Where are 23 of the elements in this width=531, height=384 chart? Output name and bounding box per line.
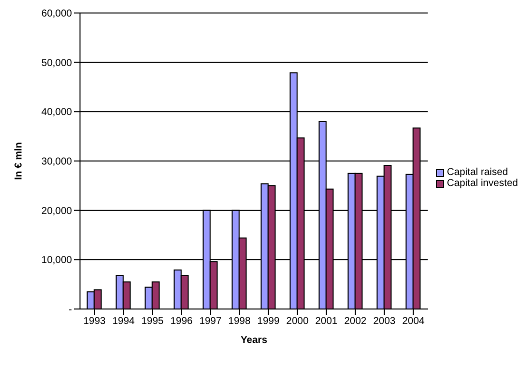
y-tick-label: 40,000 [41, 107, 72, 118]
y-tick-label: 10,000 [41, 255, 72, 266]
x-tick-label: 1995 [141, 316, 164, 328]
y-tick-label: 50,000 [41, 58, 72, 69]
y-tick-label: - [68, 304, 72, 316]
x-tick-label: 1998 [228, 316, 251, 328]
y-tick-label: 30,000 [41, 156, 72, 168]
x-tick-label: 1999 [257, 316, 280, 328]
x-axis-title: Years [240, 335, 268, 346]
legend-label: Capital raised [446, 167, 508, 178]
x-tick-label: 1994 [112, 316, 136, 328]
x-tick-label: 1993 [83, 316, 106, 328]
x-tick-label: 2001 [315, 316, 338, 328]
x-tick-label: 2000 [286, 316, 309, 328]
x-tick-label: 2003 [373, 316, 396, 328]
x-tick-label: 2002 [344, 316, 367, 328]
legend-label: Capital invested [446, 178, 518, 189]
y-tick-label: 60,000 [41, 8, 72, 20]
x-tick-label: 1997 [199, 316, 222, 328]
x-tick-label: 2004 [402, 316, 425, 328]
x-tick-label: 1996 [170, 316, 194, 328]
y-axis-title: In € mln [14, 142, 25, 180]
y-tick-label: 20,000 [41, 206, 72, 217]
